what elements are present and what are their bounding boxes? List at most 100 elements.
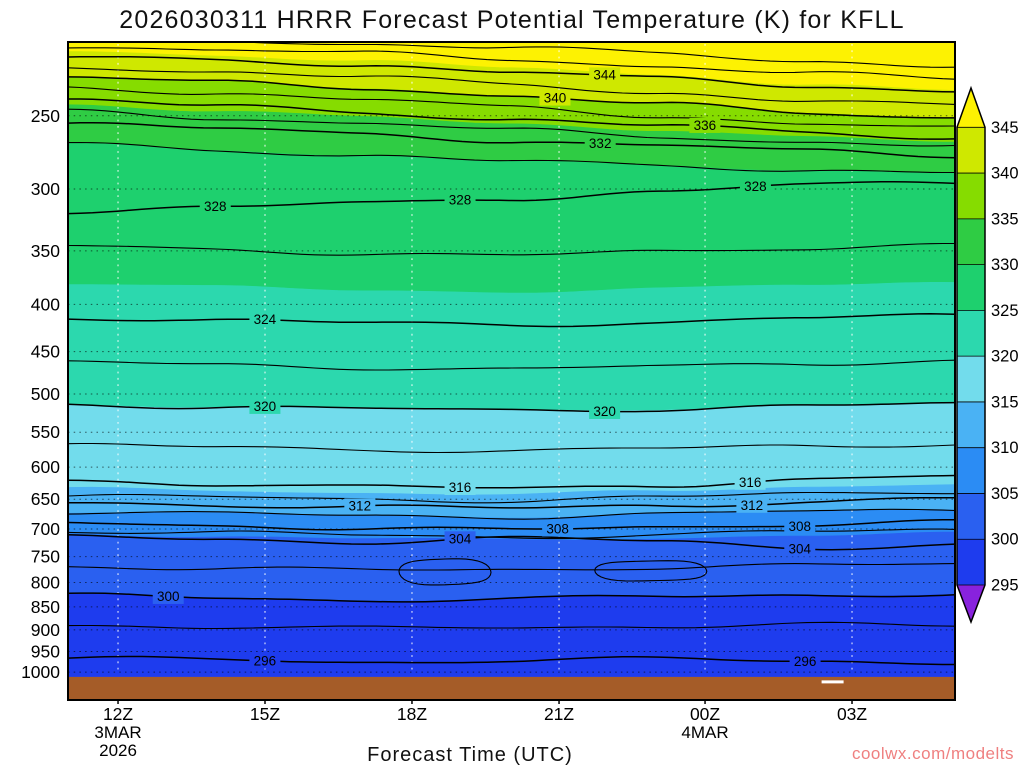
colorbar-label: 310 xyxy=(991,439,1019,457)
contour-label-bg xyxy=(589,404,621,420)
x-tick-label: 18Z xyxy=(397,704,427,724)
y-tick-label: 300 xyxy=(31,179,60,199)
x-tick-label: 15Z xyxy=(250,704,280,724)
y-tick-label: 900 xyxy=(31,620,60,640)
contour-label-bg xyxy=(789,653,821,669)
colorbar-label: 335 xyxy=(991,210,1019,228)
colorbar-label: 305 xyxy=(991,485,1019,503)
contour-label-bg xyxy=(444,192,476,208)
y-tick-label: 350 xyxy=(31,241,60,261)
contour-label-bg xyxy=(734,474,766,490)
contour-line-330 xyxy=(68,141,955,174)
colorbar-under-cap xyxy=(957,585,985,622)
contour-line-314 xyxy=(68,491,955,504)
x-tick-label: 03Z xyxy=(837,704,867,724)
contour-label: 296 xyxy=(794,654,817,669)
surface-band xyxy=(68,676,955,700)
contour-line-346 xyxy=(68,47,955,80)
contour-label: 316 xyxy=(739,475,762,490)
contour-line-320 xyxy=(68,401,955,413)
contour-label: 300 xyxy=(157,589,180,604)
contour-label: 316 xyxy=(449,480,472,495)
contour-label: 332 xyxy=(589,136,612,151)
contour-label: 340 xyxy=(544,91,567,106)
colorbar-band-330 xyxy=(957,218,985,265)
colorbar-outline xyxy=(956,85,986,625)
contour-label-bg xyxy=(784,541,816,557)
contour-line-336 xyxy=(68,98,955,140)
contour-line-318 xyxy=(68,442,955,454)
x-tick-label: 21Z xyxy=(544,704,574,724)
watermark-link[interactable]: coolwx.com/modelts xyxy=(851,744,1014,763)
contour-line-348 xyxy=(231,42,955,68)
colorbar-band-320 xyxy=(957,310,985,357)
y-tick-label: 700 xyxy=(31,519,60,539)
date-sublabel: 4MAR xyxy=(681,723,728,742)
contour-label-bg xyxy=(249,398,281,414)
plot-frame xyxy=(67,41,956,701)
contour-label-bg xyxy=(152,588,184,604)
colorbar-band-310 xyxy=(957,401,985,448)
contour-label-bg xyxy=(739,178,771,194)
chart-title: 2026030311 HRRR Forecast Potential Tempe… xyxy=(119,6,905,34)
colorbar-label: 315 xyxy=(991,393,1019,411)
contour-label-bg xyxy=(542,521,574,537)
colorbar-band-340 xyxy=(957,127,985,174)
contour-label-bg xyxy=(444,531,476,547)
fill-band-320 xyxy=(68,282,955,411)
contour-label: 328 xyxy=(744,179,767,194)
colorbar-label: 330 xyxy=(991,256,1019,274)
contour-label: 312 xyxy=(741,498,764,513)
colorbar-label: 300 xyxy=(991,531,1019,549)
contour-label-bg xyxy=(689,117,721,133)
y-tick-label: 450 xyxy=(31,342,60,362)
colorbar-band-295 xyxy=(957,539,985,585)
y-tick-label: 1000 xyxy=(21,662,60,682)
contour-line-312 xyxy=(68,496,955,509)
colorbar-band-315 xyxy=(957,356,985,402)
contour-line-344 xyxy=(68,55,955,93)
contour-label-bg xyxy=(736,497,768,513)
closed-contour xyxy=(594,560,708,582)
contour-line-332 xyxy=(68,121,955,159)
contour-label-bg xyxy=(444,479,476,495)
surface-mark xyxy=(821,680,844,684)
colorbar: 295 300 305 310 315 320 325 330 335 340 345 xyxy=(956,85,1019,625)
contour-label: 312 xyxy=(349,499,372,514)
colorbar-band-300 xyxy=(957,493,985,540)
contour-line-340 xyxy=(68,76,955,119)
date-sublabel: 2026 xyxy=(99,741,137,760)
colorbar-label: 295 xyxy=(991,577,1019,595)
y-tick-label: 550 xyxy=(31,422,60,442)
contour-line-342 xyxy=(68,67,955,105)
contour-line-302 xyxy=(68,563,955,571)
closed-contour xyxy=(398,558,492,586)
y-tick-label: 650 xyxy=(31,489,60,509)
contour-label: 336 xyxy=(694,118,717,133)
colorbar-label: 325 xyxy=(991,302,1019,320)
colorbar-label: 320 xyxy=(991,348,1019,366)
y-tick-label: 400 xyxy=(31,294,60,314)
colorbar-band-335 xyxy=(957,173,985,219)
contour-label: 324 xyxy=(254,312,277,327)
contour-label-bg xyxy=(249,312,281,328)
contour-label: 344 xyxy=(593,68,616,83)
y-tick-label: 250 xyxy=(31,106,60,126)
contour-label-bg xyxy=(199,198,231,214)
contour-label-bg xyxy=(539,90,571,106)
contour-label-bg xyxy=(249,653,281,669)
contour-label: 320 xyxy=(593,404,616,419)
contour-label-bg xyxy=(344,498,376,514)
contour-label-bg xyxy=(584,135,616,151)
colorbar-band-305 xyxy=(957,447,985,494)
contour-line-322 xyxy=(68,359,955,371)
contour-label: 308 xyxy=(546,522,569,537)
contour-label: 320 xyxy=(254,399,277,414)
contour-label-bg xyxy=(589,67,621,83)
x-tick-label: 12Z xyxy=(103,704,133,724)
contour-label: 304 xyxy=(789,542,812,557)
contour-label: 328 xyxy=(449,193,472,208)
contour-line-324 xyxy=(68,313,955,328)
